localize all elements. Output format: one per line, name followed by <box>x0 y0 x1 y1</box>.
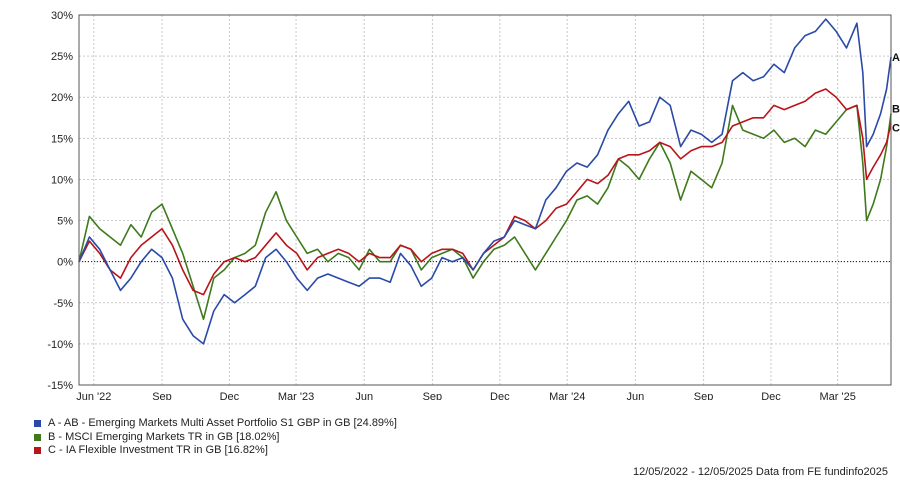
plot-area-frame <box>78 14 892 386</box>
end-label-c: C <box>892 122 900 134</box>
series-end-labels: A BC <box>892 52 900 134</box>
y-tick-label: -15% <box>47 380 73 392</box>
x-tick-label: Mar '24 <box>549 391 585 400</box>
y-axis-tick-labels: -15% -10% -5% 0% 5% 10% 15% 20% 25% 30% <box>47 10 73 392</box>
end-label-b: B <box>892 104 900 116</box>
grid-lines <box>79 14 891 386</box>
y-tick-label: 20% <box>51 92 73 104</box>
x-tick-label: Jun <box>627 391 645 400</box>
line-chart: -15% -10% -5% 0% 5% 10% 15% 20% 25% 30% Jun '22 Se… <box>47 10 900 400</box>
legend-label-c: C - IA Flexible Investment TR in GB [16.… <box>48 444 268 456</box>
legend-item-a: A - AB - Emerging Markets Multi Asset Po… <box>34 417 397 431</box>
x-tick-label: Dec <box>490 391 510 400</box>
x-axis-tick-labels: Jun '22 Sep Dec Mar '23 Jun Sep Dec Mar '24 Jun S… <box>76 391 856 400</box>
x-tick-label: Sep <box>423 391 443 400</box>
legend-swatch-a <box>34 420 41 428</box>
legend: A - AB - Emerging Markets Multi Asset Po… <box>34 417 397 458</box>
y-tick-label: -5% <box>53 298 73 310</box>
x-tick-label: Sep <box>694 391 714 400</box>
y-tick-label: 30% <box>51 10 73 22</box>
series-lines <box>78 18 892 345</box>
series-line-b <box>78 104 892 321</box>
x-tick-label: Mar '25 <box>819 391 855 400</box>
legend-item-b: B - MSCI Emerging Markets TR in GB [18.0… <box>34 431 397 445</box>
x-tick-label: Jun <box>355 391 373 400</box>
y-tick-label: -10% <box>47 339 73 351</box>
legend-label-a: A - AB - Emerging Markets Multi Asset Po… <box>48 417 397 429</box>
y-tick-label: 25% <box>51 51 73 63</box>
y-tick-label: 0% <box>57 257 73 269</box>
series-line-a <box>78 18 892 345</box>
y-tick-label: 15% <box>51 133 73 145</box>
x-tick-label: Sep <box>152 391 172 400</box>
end-label-a: A <box>892 52 900 64</box>
footer-date-range-source: 12/05/2022 - 12/05/2025 Data from FE fun… <box>632 466 888 478</box>
x-tick-label: Dec <box>220 391 240 400</box>
x-tick-label: Jun '22 <box>76 391 111 400</box>
legend-label-b: B - MSCI Emerging Markets TR in GB [18.0… <box>48 430 280 443</box>
x-tick-label: Dec <box>761 391 781 400</box>
legend-swatch-b <box>34 433 41 441</box>
y-tick-label: 5% <box>57 216 73 228</box>
legend-item-c: C - IA Flexible Investment TR in GB [16.… <box>34 444 397 458</box>
x-tick-label: Mar '23 <box>278 391 314 400</box>
series-line-c <box>78 88 892 296</box>
legend-swatch-c <box>34 447 41 455</box>
y-tick-label: 10% <box>51 174 73 186</box>
